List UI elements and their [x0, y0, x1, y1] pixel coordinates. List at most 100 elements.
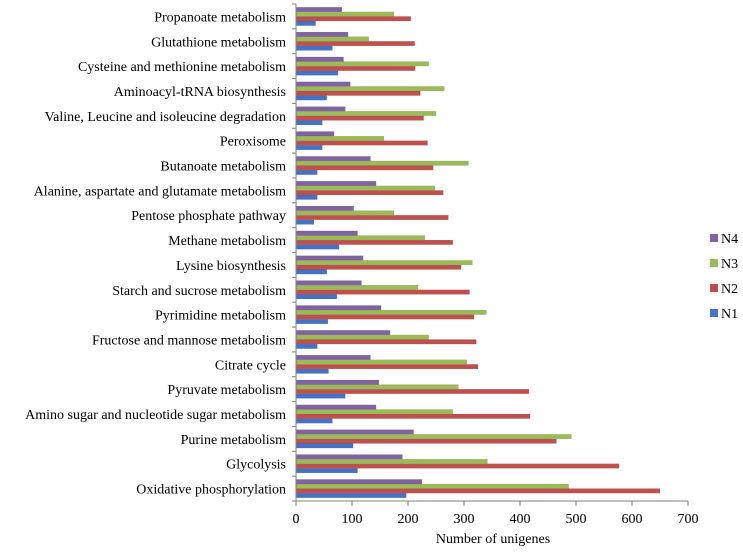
- x-tick-label: 600: [622, 512, 643, 527]
- bar-n1-0: [295, 492, 407, 498]
- legend-label-n4: N4: [721, 232, 738, 247]
- bar-n3-2: [295, 434, 572, 440]
- category-label: Alanine, aspartate and glutamate metabol…: [34, 184, 286, 199]
- bar-n1-6: [295, 343, 318, 349]
- legend: N4 N3 N2 N1: [710, 232, 738, 322]
- bar-n4-1: [295, 454, 403, 460]
- bar-n4-12: [295, 180, 377, 186]
- x-axis-title: Number of unigenes: [436, 532, 550, 547]
- category-label: Pyruvate metabolism: [167, 383, 286, 398]
- bar-n4-9: [295, 255, 364, 261]
- legend-label-n1: N1: [721, 307, 738, 322]
- bar-n2-2: [295, 438, 557, 444]
- category-label: Cysteine and methionine metabolism: [78, 60, 286, 75]
- bar-n4-5: [295, 354, 371, 360]
- bar-n3-19: [295, 11, 395, 17]
- bar-n3-17: [295, 61, 429, 67]
- bar-n2-14: [295, 140, 428, 146]
- bar-n4-3: [295, 404, 377, 410]
- bar-n3-9: [295, 260, 473, 266]
- legend-swatch-n3: [710, 259, 718, 267]
- category-label: Butanoate metabolism: [160, 160, 286, 175]
- bar-n3-13: [295, 160, 469, 166]
- bar-n3-10: [295, 235, 426, 241]
- bar-n1-13: [295, 169, 318, 175]
- legend-swatch-n1: [710, 309, 718, 317]
- bar-n2-17: [295, 65, 416, 71]
- bar-n4-11: [295, 205, 354, 211]
- bar-n1-10: [295, 244, 340, 250]
- bar-n4-8: [295, 280, 362, 286]
- category-label: Glycolysis: [226, 458, 286, 473]
- bar-n1-5: [295, 368, 329, 374]
- bar-n1-7: [295, 319, 329, 325]
- bar-n3-1: [295, 458, 488, 464]
- category-label: Valine, Leucine and isoleucine degradati…: [45, 110, 286, 125]
- bar-n1-12: [295, 194, 318, 200]
- bar-n4-16: [295, 81, 351, 87]
- bar-n1-1: [295, 468, 358, 474]
- category-label: Lysine biosynthesis: [176, 259, 286, 274]
- bar-n2-10: [295, 239, 454, 245]
- category-label: Purine metabolism: [181, 433, 286, 448]
- bar-n2-3: [295, 413, 531, 419]
- bar-n2-16: [295, 90, 421, 96]
- x-tick-label: 100: [342, 512, 363, 527]
- bar-n3-5: [295, 359, 468, 365]
- bar-n4-18: [295, 31, 349, 37]
- legend-label-n2: N2: [721, 282, 738, 297]
- bar-n1-14: [295, 145, 323, 151]
- category-label: Pyrimidine metabolism: [155, 309, 286, 324]
- bar-n1-17: [295, 70, 339, 76]
- x-tick-label: 400: [510, 512, 531, 527]
- bar-n4-0: [295, 479, 423, 485]
- bar-n1-18: [295, 45, 333, 51]
- x-tick-label: 700: [678, 512, 699, 527]
- category-label: Glutathione metabolism: [151, 35, 286, 50]
- legend-swatch-n2: [710, 284, 718, 292]
- category-label: Oxidative phosphorylation: [136, 483, 286, 498]
- bar-n2-11: [295, 215, 449, 221]
- x-axis-ticks: 0 100 200 300 400 500 600 700: [293, 501, 699, 527]
- bars-layer: [295, 7, 661, 498]
- bar-n4-15: [295, 106, 346, 112]
- bar-n4-4: [295, 379, 380, 385]
- category-label: Aminoacyl-tRNA biosynthesis: [114, 85, 286, 100]
- bar-n3-3: [295, 409, 454, 415]
- bar-n3-6: [295, 334, 429, 340]
- category-label: Propanoate metabolism: [154, 10, 286, 25]
- bar-n1-2: [295, 443, 354, 449]
- x-tick-label: 300: [454, 512, 475, 527]
- bar-n3-14: [295, 135, 385, 141]
- bar-n3-18: [295, 36, 370, 42]
- legend-swatch-n4: [710, 234, 718, 242]
- bar-n3-0: [295, 483, 569, 489]
- bar-n1-9: [295, 269, 327, 275]
- bar-n1-11: [295, 219, 315, 225]
- x-tick-label: 0: [293, 512, 300, 527]
- category-label: Citrate cycle: [215, 358, 286, 373]
- category-label: Starch and sucrose metabolism: [112, 284, 286, 299]
- bar-n2-5: [295, 364, 479, 370]
- bar-n2-7: [295, 314, 475, 320]
- bar-n2-1: [295, 463, 620, 469]
- category-label: Amino sugar and nucleotide sugar metabol…: [25, 408, 286, 423]
- bar-n4-17: [295, 56, 344, 62]
- bar-n3-8: [295, 284, 419, 290]
- bar-n4-2: [295, 429, 414, 435]
- legend-label-n3: N3: [721, 257, 738, 272]
- bar-n3-4: [295, 384, 459, 390]
- category-label: Methane metabolism: [168, 234, 286, 249]
- bar-n2-4: [295, 388, 530, 394]
- bar-n2-0: [295, 488, 661, 494]
- bar-n4-7: [295, 305, 382, 311]
- bar-n2-6: [295, 339, 477, 345]
- bar-n3-16: [295, 86, 445, 92]
- bar-n2-19: [295, 16, 412, 22]
- bar-n4-14: [295, 131, 335, 137]
- category-label: Peroxisome: [220, 135, 286, 150]
- bar-n4-19: [295, 7, 343, 13]
- bar-n3-11: [295, 210, 395, 216]
